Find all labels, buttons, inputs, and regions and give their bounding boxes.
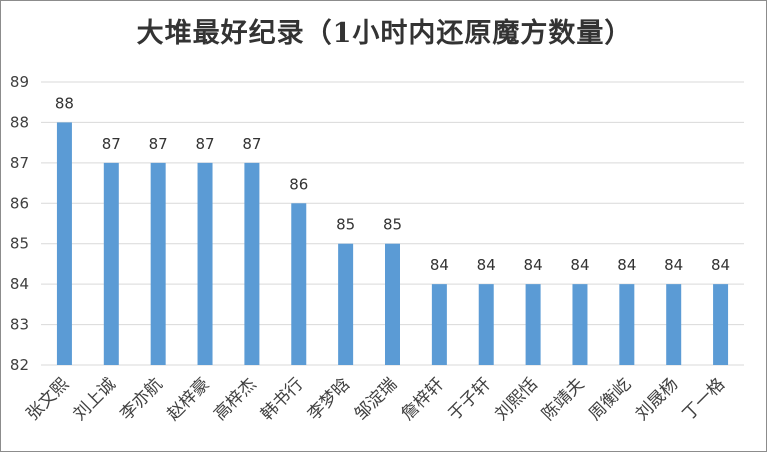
- bar: [56, 122, 72, 365]
- bar: [338, 243, 354, 365]
- x-tick-label: 丁一格: [679, 374, 729, 424]
- data-label: 88: [55, 94, 74, 112]
- x-tick-label: 刘熙恬: [491, 374, 541, 424]
- bar: [385, 243, 400, 365]
- bar: [619, 284, 635, 365]
- y-tick-label: 87: [10, 154, 29, 172]
- x-tick-label: 邹淀瑞: [351, 374, 401, 424]
- x-tick-label: 周衡屹: [585, 374, 635, 424]
- bar: [244, 162, 260, 365]
- x-tick-label: 詹梓轩: [398, 374, 448, 424]
- x-axis-ticks: 张文熙刘上诚李亦航赵梓豪高梓杰韩书行李梦晗邹淀瑞詹梓轩于子轩刘熙恬陈靖夫周衡屹刘…: [23, 374, 729, 425]
- bar: [572, 284, 588, 365]
- y-tick-label: 85: [10, 235, 29, 253]
- data-label: 87: [149, 135, 168, 153]
- y-axis-ticks: 82 83 84 85 86 87 88 89: [10, 73, 29, 374]
- y-tick-label: 86: [10, 194, 29, 212]
- bar: [197, 162, 213, 365]
- data-label: 84: [570, 256, 589, 274]
- y-tick-label: 82: [10, 356, 29, 374]
- bar: [150, 162, 166, 365]
- bar: [431, 284, 447, 365]
- data-label: 87: [242, 135, 261, 153]
- x-tick-label: 张文熙: [23, 374, 73, 424]
- x-tick-label: 赵梓豪: [163, 374, 214, 425]
- x-tick-label: 陈靖夫: [538, 374, 588, 424]
- bar: [291, 203, 307, 365]
- y-tick-label: 88: [10, 113, 29, 131]
- x-tick-label: 李梦晗: [304, 374, 354, 424]
- y-tick-label: 89: [10, 73, 29, 91]
- bar: [103, 162, 119, 365]
- bar: [525, 284, 541, 365]
- data-label: 84: [477, 256, 496, 274]
- bar: [666, 284, 682, 365]
- x-tick-label: 刘上诚: [70, 374, 120, 424]
- x-tick-label: 于子轩: [445, 374, 495, 424]
- bar: [713, 284, 729, 365]
- data-label: 87: [195, 135, 214, 153]
- chart-title: 大堆最好纪录（1小时内还原魔方数量）: [136, 18, 633, 49]
- y-tick-label: 83: [10, 316, 29, 334]
- data-label: 84: [430, 256, 449, 274]
- x-tick-label: 韩书行: [257, 374, 307, 424]
- data-label: 87: [102, 135, 121, 153]
- data-label: 84: [617, 256, 636, 274]
- data-label: 85: [336, 216, 355, 234]
- data-labels: 88 87 87 87 87 86 85 85 84 84 84 84 84 84 84: [55, 94, 730, 274]
- x-tick-label: 李亦航: [116, 374, 166, 424]
- bars: [56, 122, 729, 365]
- x-tick-label: 刘晟杨: [632, 374, 682, 424]
- y-tick-label: 84: [10, 275, 29, 293]
- data-label: 84: [524, 256, 543, 274]
- data-label: 84: [664, 256, 683, 274]
- data-label: 84: [711, 256, 730, 274]
- data-label: 86: [289, 175, 308, 193]
- bar: [478, 284, 494, 365]
- x-tick-label: 高梓杰: [210, 374, 260, 424]
- data-label: 85: [383, 216, 402, 234]
